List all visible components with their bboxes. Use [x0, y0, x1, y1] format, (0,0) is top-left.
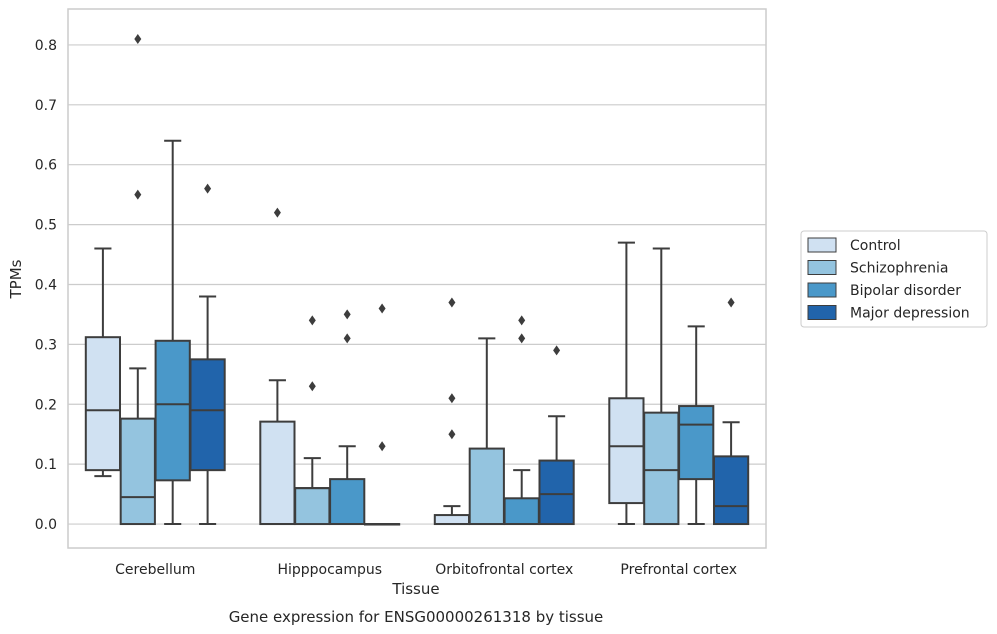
box-0-0 [84, 247, 122, 478]
legend-label: Control [850, 238, 901, 254]
x-axis-label: Tissue [391, 580, 439, 598]
box-0-3 [189, 183, 226, 526]
box-body [643, 411, 680, 526]
box-0-2 [154, 139, 191, 526]
x-tick-label: Hipppocampus [277, 562, 382, 578]
box-2-2 [503, 315, 540, 526]
box-body [329, 478, 366, 526]
legend-frame [800, 230, 988, 328]
box-1-0 [259, 207, 296, 526]
box-2-0 [433, 297, 471, 526]
legend-swatch [807, 282, 837, 298]
box-body [259, 420, 296, 526]
outlier-point [378, 441, 386, 452]
boxes [84, 33, 750, 526]
outlier-point [553, 345, 561, 356]
legend-label: Bipolar disorder [850, 283, 961, 299]
x-tick-label: Prefrontal cortex [620, 562, 737, 578]
y-tick-label: 0.6 [35, 158, 57, 174]
legend: Control Schizophrenia Bipolar disorder Majo… [800, 230, 988, 328]
box-body [84, 336, 122, 472]
y-tick-label: 0.2 [35, 397, 57, 413]
outlier-point [308, 381, 316, 392]
outlier-point [273, 207, 281, 218]
outlier-point [448, 429, 456, 440]
y-axis-label: TPMs [7, 259, 25, 299]
legend-label: Major depression [850, 306, 970, 322]
outlier-point [308, 315, 316, 326]
outlier-point [727, 297, 735, 308]
plot-frame [67, 8, 767, 549]
y-tick-label: 0.3 [35, 337, 57, 353]
outlier-point [448, 393, 456, 404]
y-tick-label: 0.8 [35, 38, 57, 54]
box-body [468, 447, 505, 526]
box-body [119, 417, 156, 526]
y-tick-label: 0.4 [35, 277, 57, 293]
box-1-1 [294, 315, 331, 526]
legend-swatch [807, 237, 837, 253]
box-body [433, 514, 471, 526]
box-0-1 [119, 33, 156, 526]
box-3-2 [678, 325, 715, 526]
legend-swatch [807, 260, 837, 275]
box-3-3 [712, 297, 750, 526]
y-tick-label: 0.0 [35, 517, 57, 533]
box-body [189, 358, 226, 472]
box-body [538, 459, 575, 526]
outlier-point [518, 333, 526, 344]
box-body [608, 397, 645, 505]
legend-swatch [807, 305, 837, 320]
box-body [712, 455, 750, 526]
outlier-point [343, 309, 351, 320]
y-tick-label: 0.5 [35, 218, 57, 234]
x-tick-labels: Cerebellum Hipppocampus Orbitofrontal cort… [115, 562, 737, 578]
x-tick-label: Orbitofrontal cortex [435, 562, 573, 578]
box-3-0 [608, 241, 645, 526]
box-body [154, 339, 191, 482]
chart-caption: Gene expression for ENSG00000261318 by t… [229, 608, 604, 626]
outlier-point [378, 303, 386, 314]
box-2-3 [538, 345, 575, 526]
outlier-point [204, 183, 212, 194]
box-body [294, 487, 331, 526]
y-tick-label: 0.7 [35, 98, 57, 114]
legend-label: Schizophrenia [850, 261, 948, 277]
y-tick-labels: 0.0 0.1 0.2 0.3 0.4 0.5 0.6 0.7 0.8 [35, 38, 57, 533]
outlier-point [343, 333, 351, 344]
outlier-point [134, 189, 142, 200]
box-body [678, 405, 715, 481]
x-tick-label: Cerebellum [115, 562, 195, 578]
outlier-point [518, 315, 526, 326]
outlier-point [134, 33, 142, 44]
box-1-2 [329, 309, 366, 526]
box-1-3 [363, 303, 401, 526]
box-body [503, 497, 540, 526]
box-2-1 [468, 337, 505, 526]
box-3-1 [643, 247, 680, 526]
outlier-point [448, 297, 456, 308]
y-tick-label: 0.1 [35, 457, 57, 473]
